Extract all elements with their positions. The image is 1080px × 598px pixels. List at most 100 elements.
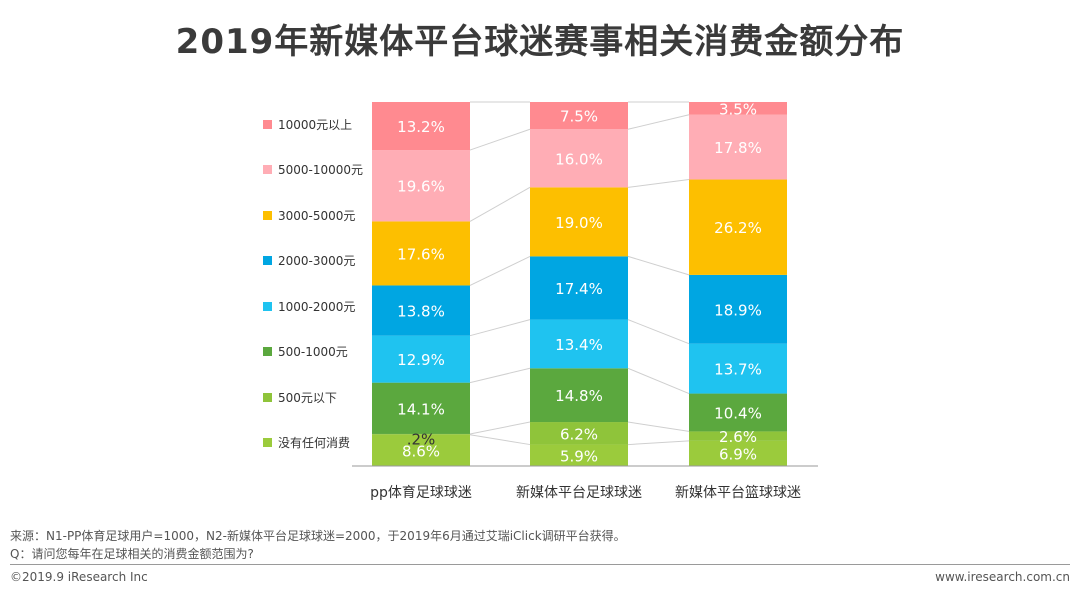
connector-line bbox=[469, 434, 531, 446]
legend-swatch bbox=[263, 119, 272, 129]
legend-label: 3000-5000元 bbox=[278, 208, 356, 223]
data-label: 16.0% bbox=[555, 150, 603, 168]
connector-line bbox=[469, 319, 531, 337]
legend-item: 1000-2000元 bbox=[263, 298, 355, 314]
data-label: 14.8% bbox=[555, 387, 603, 405]
bar-segment bbox=[689, 393, 787, 432]
connector-line bbox=[627, 114, 690, 130]
connector-line bbox=[627, 179, 690, 188]
bar-segment bbox=[689, 102, 787, 115]
legend-label: 500元以下 bbox=[278, 390, 337, 405]
bar-segment bbox=[372, 102, 470, 151]
bar-stack bbox=[689, 102, 787, 466]
bar-stack bbox=[372, 102, 470, 466]
bar-segment bbox=[530, 102, 628, 130]
legend-swatch bbox=[263, 301, 272, 311]
data-label: 17.4% bbox=[555, 280, 603, 298]
bar-segment bbox=[372, 335, 470, 383]
connector-line bbox=[627, 255, 690, 276]
connector-line bbox=[627, 421, 690, 432]
data-label: 12.9% bbox=[397, 351, 445, 369]
copyright: ©2019.9 iResearch Inc bbox=[10, 570, 148, 584]
data-label: 13.4% bbox=[555, 336, 603, 354]
bar-segment bbox=[689, 431, 787, 441]
question-note: Q：请问您每年在足球相关的消费金额范围为? bbox=[10, 547, 254, 561]
x-tick-label: 新媒体平台足球球迷 bbox=[516, 485, 642, 501]
chart-title: 2019年新媒体平台球迷赛事相关消费金额分布 bbox=[175, 22, 905, 62]
data-label: 8.6% bbox=[402, 442, 440, 460]
bar-segment bbox=[530, 129, 628, 188]
data-label: 18.9% bbox=[714, 301, 762, 319]
legend-item: 3000-5000元 bbox=[263, 207, 355, 223]
data-label: 13.7% bbox=[714, 361, 762, 379]
bar-segment bbox=[372, 285, 470, 336]
bar-segment bbox=[530, 422, 628, 445]
data-label: 17.8% bbox=[714, 139, 762, 157]
connector-line bbox=[627, 440, 690, 446]
x-tick-label: pp体育足球球迷 bbox=[370, 485, 472, 501]
legend-label: 5000-10000元 bbox=[278, 163, 364, 177]
legend-swatch bbox=[263, 210, 272, 220]
legend-label: 没有任何消费 bbox=[278, 436, 351, 450]
bar-segment bbox=[689, 343, 787, 394]
legend-label: 2000-3000元 bbox=[278, 254, 356, 268]
bar-segment bbox=[530, 444, 628, 466]
data-label: 10.4% bbox=[714, 404, 762, 422]
data-label: 14.1% bbox=[397, 400, 445, 418]
legend-item: 10000元以上 bbox=[263, 116, 352, 132]
data-label: 13.2% bbox=[397, 118, 445, 136]
bar-segment bbox=[689, 114, 787, 180]
bar-segment bbox=[530, 319, 628, 369]
legend-item: 500元以下 bbox=[263, 389, 337, 405]
legend-swatch bbox=[263, 392, 272, 402]
connector-line bbox=[469, 421, 531, 435]
x-tick-label: 新媒体平台篮球球迷 bbox=[675, 485, 801, 501]
bar-segment bbox=[530, 187, 628, 257]
legend-swatch bbox=[263, 165, 272, 174]
legend-swatch bbox=[263, 256, 272, 265]
data-label: 3.5% bbox=[719, 100, 757, 118]
data-label: 19.6% bbox=[397, 178, 445, 196]
legend-label: 10000元以上 bbox=[278, 117, 353, 132]
source-note: 来源：N1-PP体育足球用户=1000，N2-新媒体平台足球球迷=2000，于2… bbox=[10, 529, 626, 543]
bar-segment bbox=[372, 382, 470, 434]
legend-item: 没有任何消费 bbox=[263, 435, 350, 451]
data-label: 19.0% bbox=[555, 214, 603, 232]
data-label: 6.2% bbox=[560, 425, 598, 443]
legend-swatch bbox=[263, 347, 272, 356]
data-label: 6.9% bbox=[719, 445, 757, 463]
legend-label: 500-1000元 bbox=[278, 345, 348, 359]
bar-segment bbox=[530, 368, 628, 423]
legend-item: 5000-10000元 bbox=[263, 162, 363, 178]
bar-stack bbox=[530, 102, 628, 466]
data-label: 13.8% bbox=[397, 303, 445, 321]
connector-line bbox=[469, 255, 531, 286]
data-label: .2% bbox=[407, 431, 436, 449]
bar-segment bbox=[689, 179, 787, 275]
bar-segment bbox=[372, 150, 470, 222]
connector-line bbox=[469, 367, 531, 384]
legend-swatch bbox=[263, 438, 272, 447]
connector-line bbox=[469, 128, 531, 151]
data-label: 7.5% bbox=[560, 108, 598, 126]
bar-segment bbox=[372, 221, 470, 286]
data-label: 5.9% bbox=[560, 447, 598, 465]
bar-segment bbox=[530, 256, 628, 320]
bar-segment bbox=[372, 434, 470, 466]
data-label: 2.6% bbox=[719, 428, 757, 446]
data-label: 17.6% bbox=[397, 245, 445, 263]
legend-item: 500-1000元 bbox=[263, 344, 348, 360]
legend-item: 2000-3000元 bbox=[263, 253, 355, 269]
data-label: 26.2% bbox=[714, 219, 762, 237]
bar-segment bbox=[689, 440, 787, 466]
connector-line bbox=[627, 367, 690, 395]
footer-divider bbox=[10, 564, 1070, 565]
connector-line bbox=[627, 319, 690, 345]
legend-label: 1000-2000元 bbox=[278, 299, 356, 314]
website-link[interactable]: www.iresearch.com.cn bbox=[935, 570, 1070, 584]
bar-segment bbox=[689, 274, 787, 344]
bar-segment bbox=[372, 433, 470, 435]
connector-line bbox=[469, 186, 531, 222]
connector-lines bbox=[469, 101, 690, 446]
